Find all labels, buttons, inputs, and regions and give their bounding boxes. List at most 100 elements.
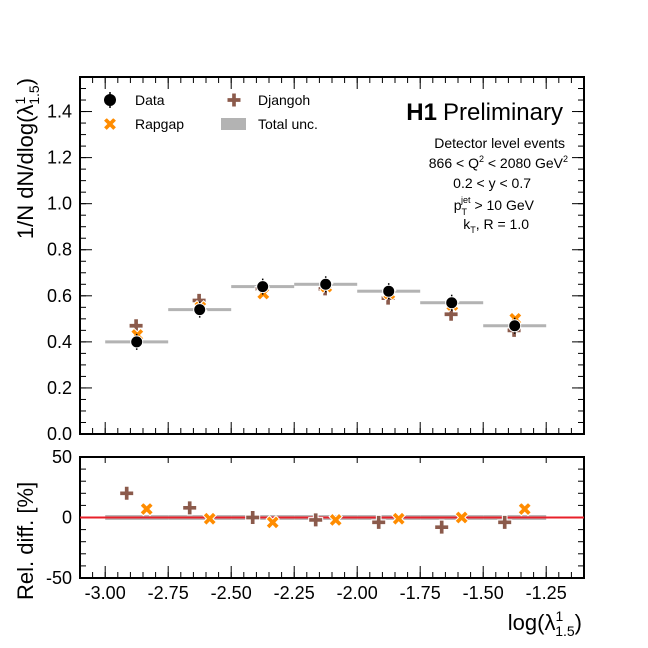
legend-djangoh-shape-shape — [226, 92, 242, 108]
top-y-tick-label: 1.0 — [47, 194, 72, 214]
top-y-tick-label: 0.8 — [47, 240, 72, 260]
rapgap-reldiff-marker-shape — [454, 510, 470, 525]
annotation-q2: 866 < Q2 < 2080 GeV2 — [429, 154, 568, 171]
top-y-label-sub: 1.5 — [26, 85, 42, 105]
djangoh-marker-shape — [443, 306, 459, 322]
djangoh-reldiff-marker-shape — [119, 485, 135, 501]
rapgap-reldiff-marker-shape — [517, 501, 533, 517]
rapgap-reldiff-marker — [454, 510, 470, 525]
status-label: Preliminary — [443, 99, 563, 126]
annotation-pt: pTjet > 10 GeV — [454, 195, 535, 217]
data-marker — [382, 284, 396, 298]
bottom-axis-ticks: -50 0 50 -3.00 -2.75 -2.50 -2.25 -2.00 -1.75 -1.5… — [46, 447, 585, 603]
top-plot-area — [105, 276, 547, 350]
djangoh-reldiff-marker — [245, 510, 261, 525]
djangoh-reldiff-marker — [497, 514, 513, 530]
top-y-label-close: ) — [13, 78, 38, 85]
kt-base: k — [463, 216, 471, 232]
top-y-tick-label: 0.6 — [47, 286, 72, 306]
djangoh-reldiff-marker — [119, 485, 135, 501]
djangoh-reldiff-marker-shape — [245, 510, 261, 525]
experiment-label: H1 Preliminary — [406, 99, 563, 126]
x-tick-label: -2.00 — [337, 583, 378, 603]
legend-entry-rapgap: Rapgap — [102, 116, 184, 132]
legend-rapgap-shape — [102, 116, 118, 132]
x-axis-label: log(λ1 1.5) — [508, 608, 582, 639]
djangoh-reldiff-marker — [434, 519, 450, 535]
q2-text2: < 2080 GeV — [484, 155, 564, 171]
data-marker — [445, 296, 459, 310]
bottom-y-axis-label: Rel. diff. [%] — [13, 482, 38, 600]
legend-total-unc-label: Total unc. — [258, 116, 318, 132]
x-label-sub: 1.5 — [555, 623, 575, 639]
rapgap-reldiff-marker-shape — [265, 515, 281, 530]
top-y-label-base: 1/N dN/dlog(λ — [13, 105, 38, 240]
x-tick-label: -2.50 — [211, 583, 252, 603]
kt-sub: T — [470, 225, 476, 235]
rapgap-reldiff-marker — [391, 511, 407, 527]
bottom-plot-area — [80, 485, 584, 535]
rapgap-reldiff-marker — [202, 511, 218, 527]
x-tick-label: -1.75 — [400, 583, 441, 603]
top-y-tick-label: 1.2 — [47, 148, 72, 168]
legend-entry-djangoh: Djangoh — [226, 92, 310, 108]
legend-total-unc-swatch — [221, 118, 246, 130]
legend-rapgap-label: Rapgap — [135, 116, 184, 132]
legend-entry-data: Data — [104, 92, 165, 108]
x-label-sup: 1 — [555, 608, 563, 624]
djangoh-reldiff-marker — [308, 512, 324, 528]
pt-rest: > 10 GeV — [471, 197, 535, 213]
rapgap-reldiff-marker-shape — [328, 512, 344, 528]
annotation-kt: kT, R = 1.0 — [463, 216, 529, 235]
rapgap-reldiff-marker — [517, 501, 533, 517]
q2-exp2: 2 — [563, 154, 568, 164]
q2-text: 866 < Q — [429, 155, 479, 171]
data-marker — [130, 335, 144, 349]
rapgap-reldiff-marker-shape — [391, 511, 407, 527]
djangoh-reldiff-marker — [182, 500, 198, 516]
x-tick-label: -1.25 — [526, 583, 567, 603]
bottom-y-tick-label: 0 — [62, 508, 72, 528]
djangoh-reldiff-marker-shape — [308, 512, 324, 528]
legend-rapgap-shape-shape — [102, 116, 118, 132]
djangoh-reldiff-marker-shape — [434, 519, 450, 535]
rapgap-reldiff-marker-shape — [139, 501, 155, 517]
bottom-y-tick-label: 50 — [52, 447, 72, 467]
legend-djangoh-shape — [226, 92, 242, 108]
djangoh-reldiff-marker-shape — [182, 500, 198, 516]
q2-exp: 2 — [479, 154, 484, 164]
djangoh-marker — [443, 306, 459, 322]
legend-entry-total-unc: Total unc. — [221, 116, 318, 132]
data-marker — [319, 277, 333, 291]
djangoh-reldiff-marker-shape — [371, 514, 387, 530]
experiment-name: H1 — [406, 99, 437, 126]
data-marker — [256, 280, 270, 294]
rapgap-reldiff-marker — [328, 512, 344, 528]
rapgap-reldiff-marker — [265, 515, 281, 530]
legend-djangoh-label: Djangoh — [258, 92, 310, 108]
x-tick-label: -3.00 — [85, 583, 126, 603]
top-y-label-sup: 1 — [12, 97, 28, 105]
top-y-tick-label: 0.2 — [47, 378, 72, 398]
bottom-y-tick-label: -50 — [46, 568, 72, 588]
x-label-close: ) — [575, 610, 582, 635]
x-tick-label: -2.25 — [274, 583, 315, 603]
djangoh-reldiff-marker-shape — [497, 514, 513, 530]
top-y-tick-label: 0.0 — [47, 424, 72, 444]
legend-rapgap-marker — [102, 116, 118, 132]
legend-djangoh-marker — [226, 92, 242, 108]
top-y-tick-label: 0.4 — [47, 332, 72, 352]
x-tick-label: -2.75 — [148, 583, 189, 603]
annotation-y-range: 0.2 < y < 0.7 — [453, 175, 531, 191]
data-marker — [193, 303, 207, 317]
pt-base: p — [454, 197, 462, 213]
pt-sup: jet — [460, 195, 471, 205]
top-axis-ticks: 0.0 0.2 0.4 0.6 0.8 1.0 1.2 1.4 — [47, 76, 585, 444]
legend-data-label: Data — [135, 92, 165, 108]
top-y-axis-label: 1/N dN/dlog(λ11.5) — [12, 78, 42, 239]
kt-rest: , R = 1.0 — [476, 216, 530, 232]
data-marker — [508, 319, 522, 333]
pt-sub: T — [462, 207, 468, 217]
annotation-line1: Detector level events — [434, 135, 565, 151]
